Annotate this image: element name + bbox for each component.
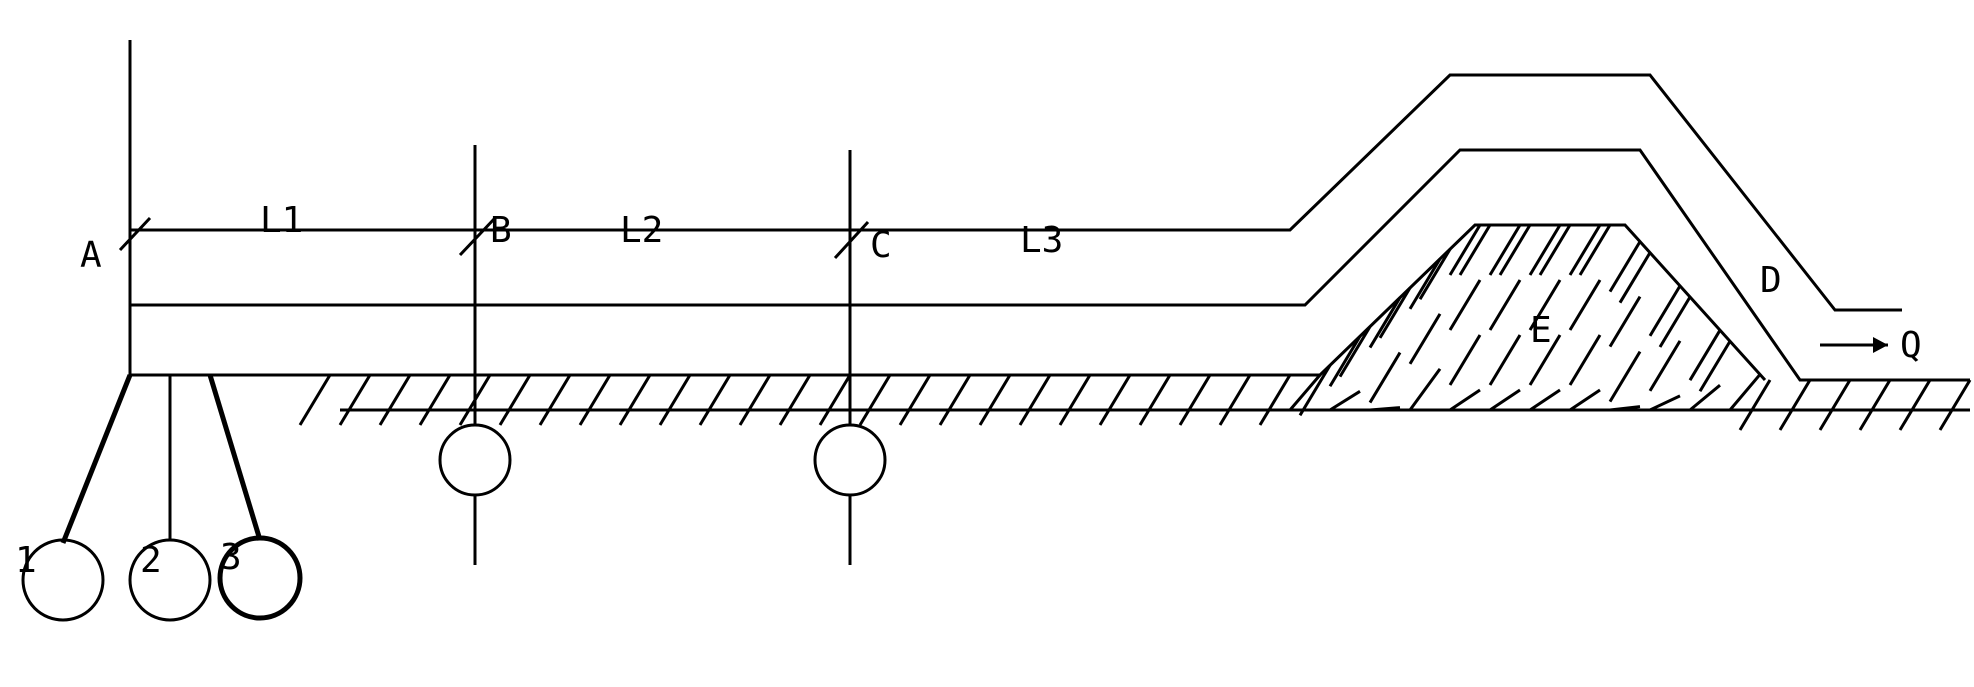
- label-pump-1: 1: [15, 540, 37, 581]
- label-A: A: [80, 235, 102, 276]
- label-D: D: [1760, 260, 1782, 301]
- label-pump-2: 2: [140, 540, 162, 581]
- label-B: B: [490, 210, 512, 251]
- label-L2: L2: [620, 210, 663, 251]
- label-Q: Q: [1900, 325, 1922, 366]
- label-L3: L3: [1020, 220, 1063, 261]
- label-pump-3: 3: [220, 537, 242, 578]
- pipeline-diagram: [0, 0, 1974, 687]
- label-C: C: [870, 225, 892, 266]
- label-E: E: [1530, 310, 1552, 351]
- label-L1: L1: [260, 200, 303, 241]
